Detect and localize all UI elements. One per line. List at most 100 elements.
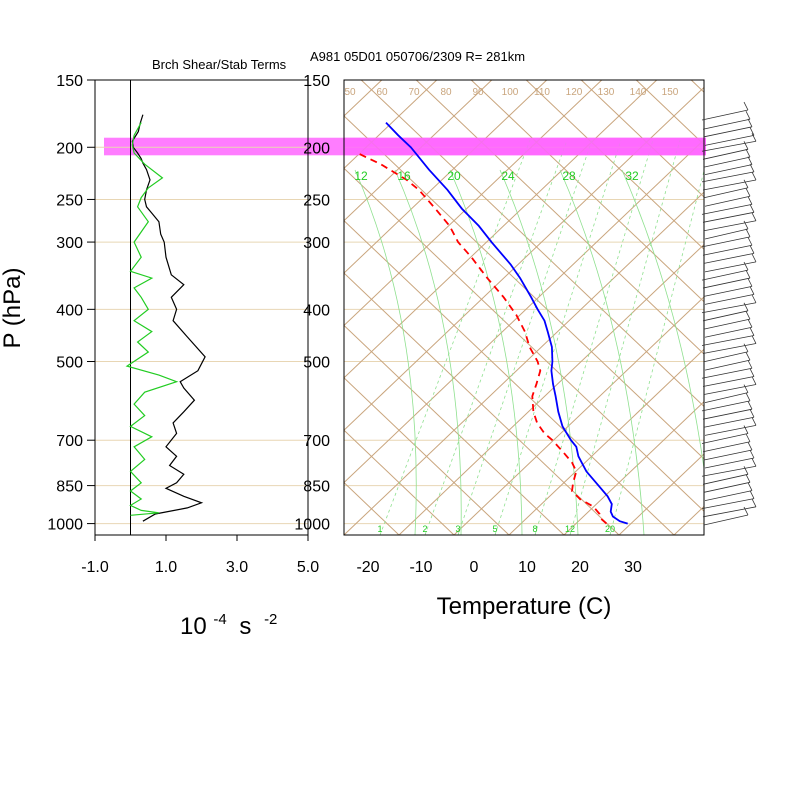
mixing-ratio-bottom-label: 20 xyxy=(605,524,615,534)
wind-barb-feather xyxy=(743,220,749,230)
wind-barb-feather xyxy=(749,409,755,418)
wind-barb-shaft xyxy=(701,236,751,248)
y-tick-label: 400 xyxy=(303,302,330,319)
mixing-ratio-line xyxy=(424,139,568,535)
y-tick-label: 250 xyxy=(56,192,83,209)
wind-barb-shaft xyxy=(701,204,753,215)
x-tick-label: -10 xyxy=(409,559,432,576)
isotherm-line xyxy=(508,348,704,535)
wind-barb-feather xyxy=(749,368,755,377)
wind-barb-shaft xyxy=(702,179,757,191)
mixing-ratio-label: 20 xyxy=(447,169,461,183)
wind-barb-feather xyxy=(745,148,751,158)
wind-barb-feather xyxy=(743,141,749,150)
wind-barb-shaft xyxy=(703,285,753,297)
wind-barb-feather xyxy=(751,133,757,142)
isotherm-line xyxy=(563,400,704,535)
wind-barb-shaft xyxy=(701,367,753,379)
dry-adiabat-line xyxy=(344,167,704,512)
wind-barb-feather xyxy=(743,466,749,475)
left-panel-title: Brch Shear/Stab Terms xyxy=(152,57,287,72)
skew-t-background xyxy=(344,80,800,535)
mixing-ratio-bottom-label: 1 xyxy=(377,524,382,534)
units-symbol: s xyxy=(239,613,251,640)
isotherm-label: 140 xyxy=(630,87,647,98)
wind-barb-shaft xyxy=(702,310,749,322)
wind-barb-shaft xyxy=(704,228,749,240)
wind-barb-feather xyxy=(751,171,757,181)
skew-series-1-line xyxy=(357,152,608,525)
isotherm-line xyxy=(344,86,704,431)
isotherm-label: 150 xyxy=(662,87,679,98)
dry-adiabat-line xyxy=(580,80,704,198)
wind-barb-shaft xyxy=(702,148,749,160)
dry-adiabat-line xyxy=(344,272,620,535)
y-tick-label: 500 xyxy=(56,355,83,372)
wind-barb-shaft xyxy=(704,195,751,207)
wind-barb-feather xyxy=(749,204,755,213)
wind-barb-shaft xyxy=(704,392,749,404)
wind-barb-shaft xyxy=(704,134,755,146)
wind-barb-shaft xyxy=(703,187,749,199)
isotherm-line xyxy=(344,80,548,274)
skew-t-panel-frame xyxy=(343,79,705,536)
y-tick-label: 850 xyxy=(56,479,83,496)
wind-barb-feather xyxy=(745,228,751,238)
mixing-ratio-line xyxy=(569,139,681,535)
wind-barb-feather xyxy=(749,127,755,136)
wind-barb-feather xyxy=(747,441,753,451)
x-tick-label: 10 xyxy=(518,559,536,576)
wind-barb-shaft xyxy=(703,351,749,363)
wind-barb-shaft xyxy=(702,441,751,453)
wind-barb-shaft xyxy=(701,269,749,281)
wind-barb-feather xyxy=(747,278,753,287)
wind-barb-shaft xyxy=(704,164,753,176)
y-tick-label: 250 xyxy=(303,192,330,209)
wind-barb-feather xyxy=(747,196,753,205)
dry-adiabat-line xyxy=(525,80,704,250)
wind-barb-feather xyxy=(749,163,755,173)
isotherm-label: 50 xyxy=(344,87,356,98)
dry-adiabat-line xyxy=(344,429,455,535)
wind-barb-feather xyxy=(747,401,753,410)
wind-barb-feather xyxy=(745,351,751,361)
wind-barb-shaft xyxy=(703,252,755,264)
wind-barb-shaft xyxy=(704,294,755,305)
wind-barb-feather xyxy=(745,392,751,402)
dry-adiabat-line xyxy=(344,324,565,535)
isotherm-label: 90 xyxy=(472,87,484,98)
skew-series-0-line xyxy=(385,121,628,525)
left-panel-frame xyxy=(94,79,309,536)
y-tick-label: 200 xyxy=(303,140,330,157)
isotherm-line xyxy=(344,139,704,484)
wind-barb-feather xyxy=(751,417,757,426)
y-tick-label: 700 xyxy=(303,433,330,450)
wind-barb-feather xyxy=(743,261,749,271)
isotherm-line xyxy=(344,80,658,379)
moist-adiabat-line xyxy=(499,169,579,535)
wind-barb-shaft xyxy=(702,506,757,518)
wind-barb-shaft xyxy=(701,109,749,121)
isotherm-label: 120 xyxy=(566,87,583,98)
wind-barb-shaft xyxy=(703,481,751,493)
wind-barb-feather xyxy=(751,498,757,508)
mixing-ratio-bottom-label: 3 xyxy=(455,524,460,534)
isotherm-line xyxy=(398,243,704,535)
wind-barb-shaft xyxy=(702,118,751,130)
wind-barb-feather xyxy=(745,474,751,483)
right-y-ticks: 150 200 250 300 400 500 700 850 1000 xyxy=(294,73,330,534)
wind-barb-shaft xyxy=(704,457,755,469)
wind-barb-feather xyxy=(747,118,753,127)
y-tick-label: 300 xyxy=(303,235,330,252)
wind-barb-shaft xyxy=(701,433,749,444)
wind-barb-shaft xyxy=(702,473,749,485)
y-tick-label: 850 xyxy=(303,479,330,496)
wind-barb-feather xyxy=(745,310,751,320)
isotherm-line xyxy=(784,80,800,535)
isotherm-line xyxy=(344,80,438,170)
dry-adiabat-line xyxy=(344,377,510,535)
x-tick-label: -1.0 xyxy=(81,559,109,576)
wind-barb-shaft xyxy=(701,400,751,412)
